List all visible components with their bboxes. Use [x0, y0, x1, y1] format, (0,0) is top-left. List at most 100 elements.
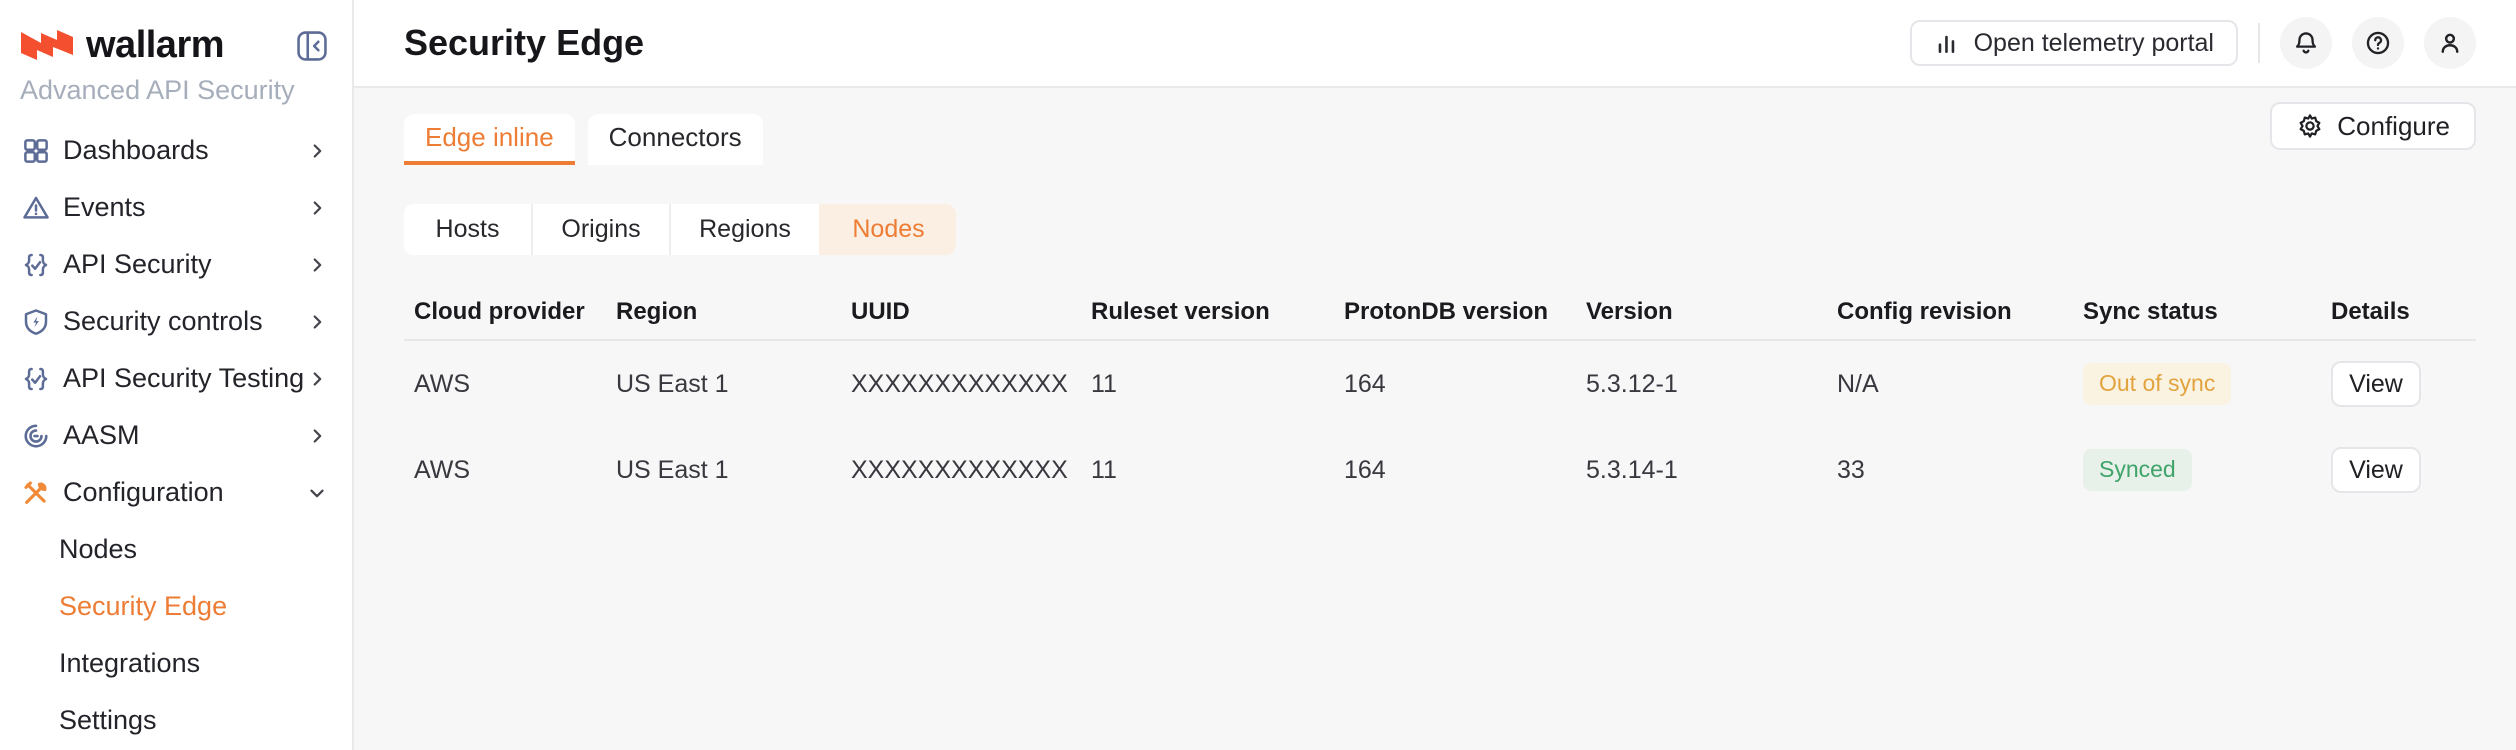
column-header-ruleset-version: Ruleset version [1091, 298, 1270, 325]
tab-label: Edge inline [425, 122, 554, 152]
subtab-hosts[interactable]: Hosts [404, 204, 531, 255]
cell-sync-status: Out of sync [2083, 363, 2331, 405]
configure-button-label: Configure [2337, 110, 2450, 141]
brand-subtitle: Advanced API Security [20, 75, 295, 105]
braces-check-icon [21, 364, 51, 394]
sidebar-item-api-security[interactable]: API Security [0, 236, 352, 293]
collapse-panel-icon [297, 30, 327, 61]
telemetry-button-label: Open telemetry portal [1973, 28, 2214, 57]
column-header-protondb-version: ProtonDB version [1344, 298, 1549, 325]
brand-wordmark: wallarm [86, 24, 225, 66]
cell-details: View [2331, 447, 2466, 493]
cell-cloud-provider: AWS [414, 455, 471, 484]
cell-config-revision: N/A [1837, 369, 1879, 398]
tabs-row: Edge inline Connectors Configure [404, 102, 2476, 165]
help-button[interactable] [2352, 17, 2404, 69]
subtab-label: Origins [561, 215, 641, 243]
column-header-config-revision: Config revision [1837, 298, 2012, 325]
cell-region: US East 1 [616, 455, 729, 484]
account-button[interactable] [2424, 17, 2476, 69]
bell-icon [2295, 32, 2317, 54]
sidebar-subitem-security-edge[interactable]: Security Edge [0, 578, 352, 635]
sidebar-item-configuration[interactable]: Configuration [0, 464, 352, 521]
column-header-sync-status: Sync status [2083, 298, 2218, 325]
sidebar-item-security-controls[interactable]: Security controls [0, 293, 352, 350]
vertical-divider [2258, 23, 2260, 63]
sidebar-item-label: Events [63, 192, 146, 222]
column-header-version: Version [1586, 298, 1673, 325]
sidebar-item-label: API Security [63, 249, 212, 279]
chevron-down-icon [306, 482, 328, 504]
cell-region: US East 1 [616, 369, 729, 398]
chevron-right-icon [306, 140, 328, 162]
cell-ruleset-version: 11 [1091, 455, 1117, 484]
tab-list: Edge inline Connectors [404, 114, 763, 165]
sidebar-subitem-nodes[interactable]: Nodes [0, 521, 352, 578]
cell-uuid: XXXXXXXXXXXXX [851, 369, 1068, 398]
sidebar-item-label: API Security Testing [63, 363, 305, 393]
sidebar-subitem-label: Nodes [59, 534, 138, 564]
cell-uuid: XXXXXXXXXXXXX [851, 455, 1068, 484]
sidebar-collapse-button[interactable] [292, 26, 332, 66]
topbar: Security Edge Open telemetry portal [354, 0, 2516, 88]
sidebar-subitem-integrations[interactable]: Integrations [0, 635, 352, 692]
bar-chart-icon [1938, 35, 1954, 53]
sidebar: wallarm Advanced API Security [0, 0, 354, 750]
chevron-right-icon [306, 311, 328, 333]
sidebar-subitem-label: Security Edge [59, 591, 228, 621]
sidebar-item-label: AASM [63, 420, 140, 450]
wallarm-logo-icon [21, 29, 73, 60]
page-title: Security Edge [404, 22, 645, 63]
notifications-button[interactable] [2280, 17, 2332, 69]
chevron-right-icon [306, 425, 328, 447]
open-telemetry-portal-button[interactable]: Open telemetry portal [1909, 20, 2238, 66]
tab-edge-inline[interactable]: Edge inline [404, 114, 575, 165]
sidebar-item-dashboards[interactable]: Dashboards [0, 122, 352, 179]
braces-check-icon [21, 250, 51, 280]
tab-label: Connectors [608, 122, 742, 152]
subtab-nodes[interactable]: Nodes [819, 204, 956, 255]
sidebar-item-events[interactable]: Events [0, 179, 352, 236]
cell-ruleset-version: 11 [1091, 369, 1117, 398]
tab-connectors[interactable]: Connectors [587, 114, 763, 165]
view-button[interactable]: View [2331, 447, 2421, 493]
status-badge: Out of sync [2083, 363, 2232, 405]
content: Edge inline Connectors Configure Hos [354, 88, 2516, 513]
subtab-origins[interactable]: Origins [531, 204, 669, 255]
configure-button[interactable]: Configure [2270, 102, 2476, 150]
sidebar-item-api-security-testing[interactable]: API Security Testing [0, 350, 352, 407]
sidebar-subitem-label: Settings [59, 705, 157, 735]
table-header-row: Cloud provider Region UUID Ruleset versi… [404, 285, 2476, 341]
status-badge: Synced [2083, 449, 2192, 491]
user-icon [2441, 33, 2459, 53]
sidebar-item-label: Dashboards [63, 135, 209, 165]
column-header-region: Region [616, 298, 698, 325]
topbar-actions: Open telemetry portal [1909, 17, 2476, 69]
cell-version: 5.3.14-1 [1586, 455, 1678, 484]
table-row: AWS US East 1 XXXXXXXXXXXXX 11 164 5.3.1… [404, 427, 2476, 513]
shield-bolt-icon [21, 307, 51, 337]
sidebar-item-aasm[interactable]: AASM [0, 407, 352, 464]
cell-sync-status: Synced [2083, 449, 2331, 491]
gear-icon [2299, 114, 2321, 138]
main-area: Security Edge Open telemetry portal [354, 0, 2516, 750]
view-button[interactable]: View [2331, 361, 2421, 407]
nodes-table: Cloud provider Region UUID Ruleset versi… [404, 285, 2476, 513]
subtab-segmented-control: Hosts Origins Regions Nodes [404, 204, 956, 255]
subtab-regions[interactable]: Regions [669, 204, 819, 255]
subtab-label: Hosts [435, 215, 500, 243]
column-header-uuid: UUID [851, 298, 910, 325]
sidebar-subitem-label: Integrations [59, 648, 201, 678]
chevron-right-icon [306, 368, 328, 390]
sidebar-subitem-settings[interactable]: Settings [0, 692, 352, 749]
sidebar-nav: Dashboards Events [0, 122, 352, 749]
grid-icon [21, 136, 51, 166]
sidebar-item-label: Configuration [63, 477, 224, 507]
cell-protondb-version: 164 [1344, 455, 1386, 484]
cell-details: View [2331, 361, 2466, 407]
column-header-details: Details [2331, 298, 2410, 325]
tools-icon [21, 478, 51, 508]
cell-version: 5.3.12-1 [1586, 369, 1678, 398]
chevron-right-icon [306, 197, 328, 219]
